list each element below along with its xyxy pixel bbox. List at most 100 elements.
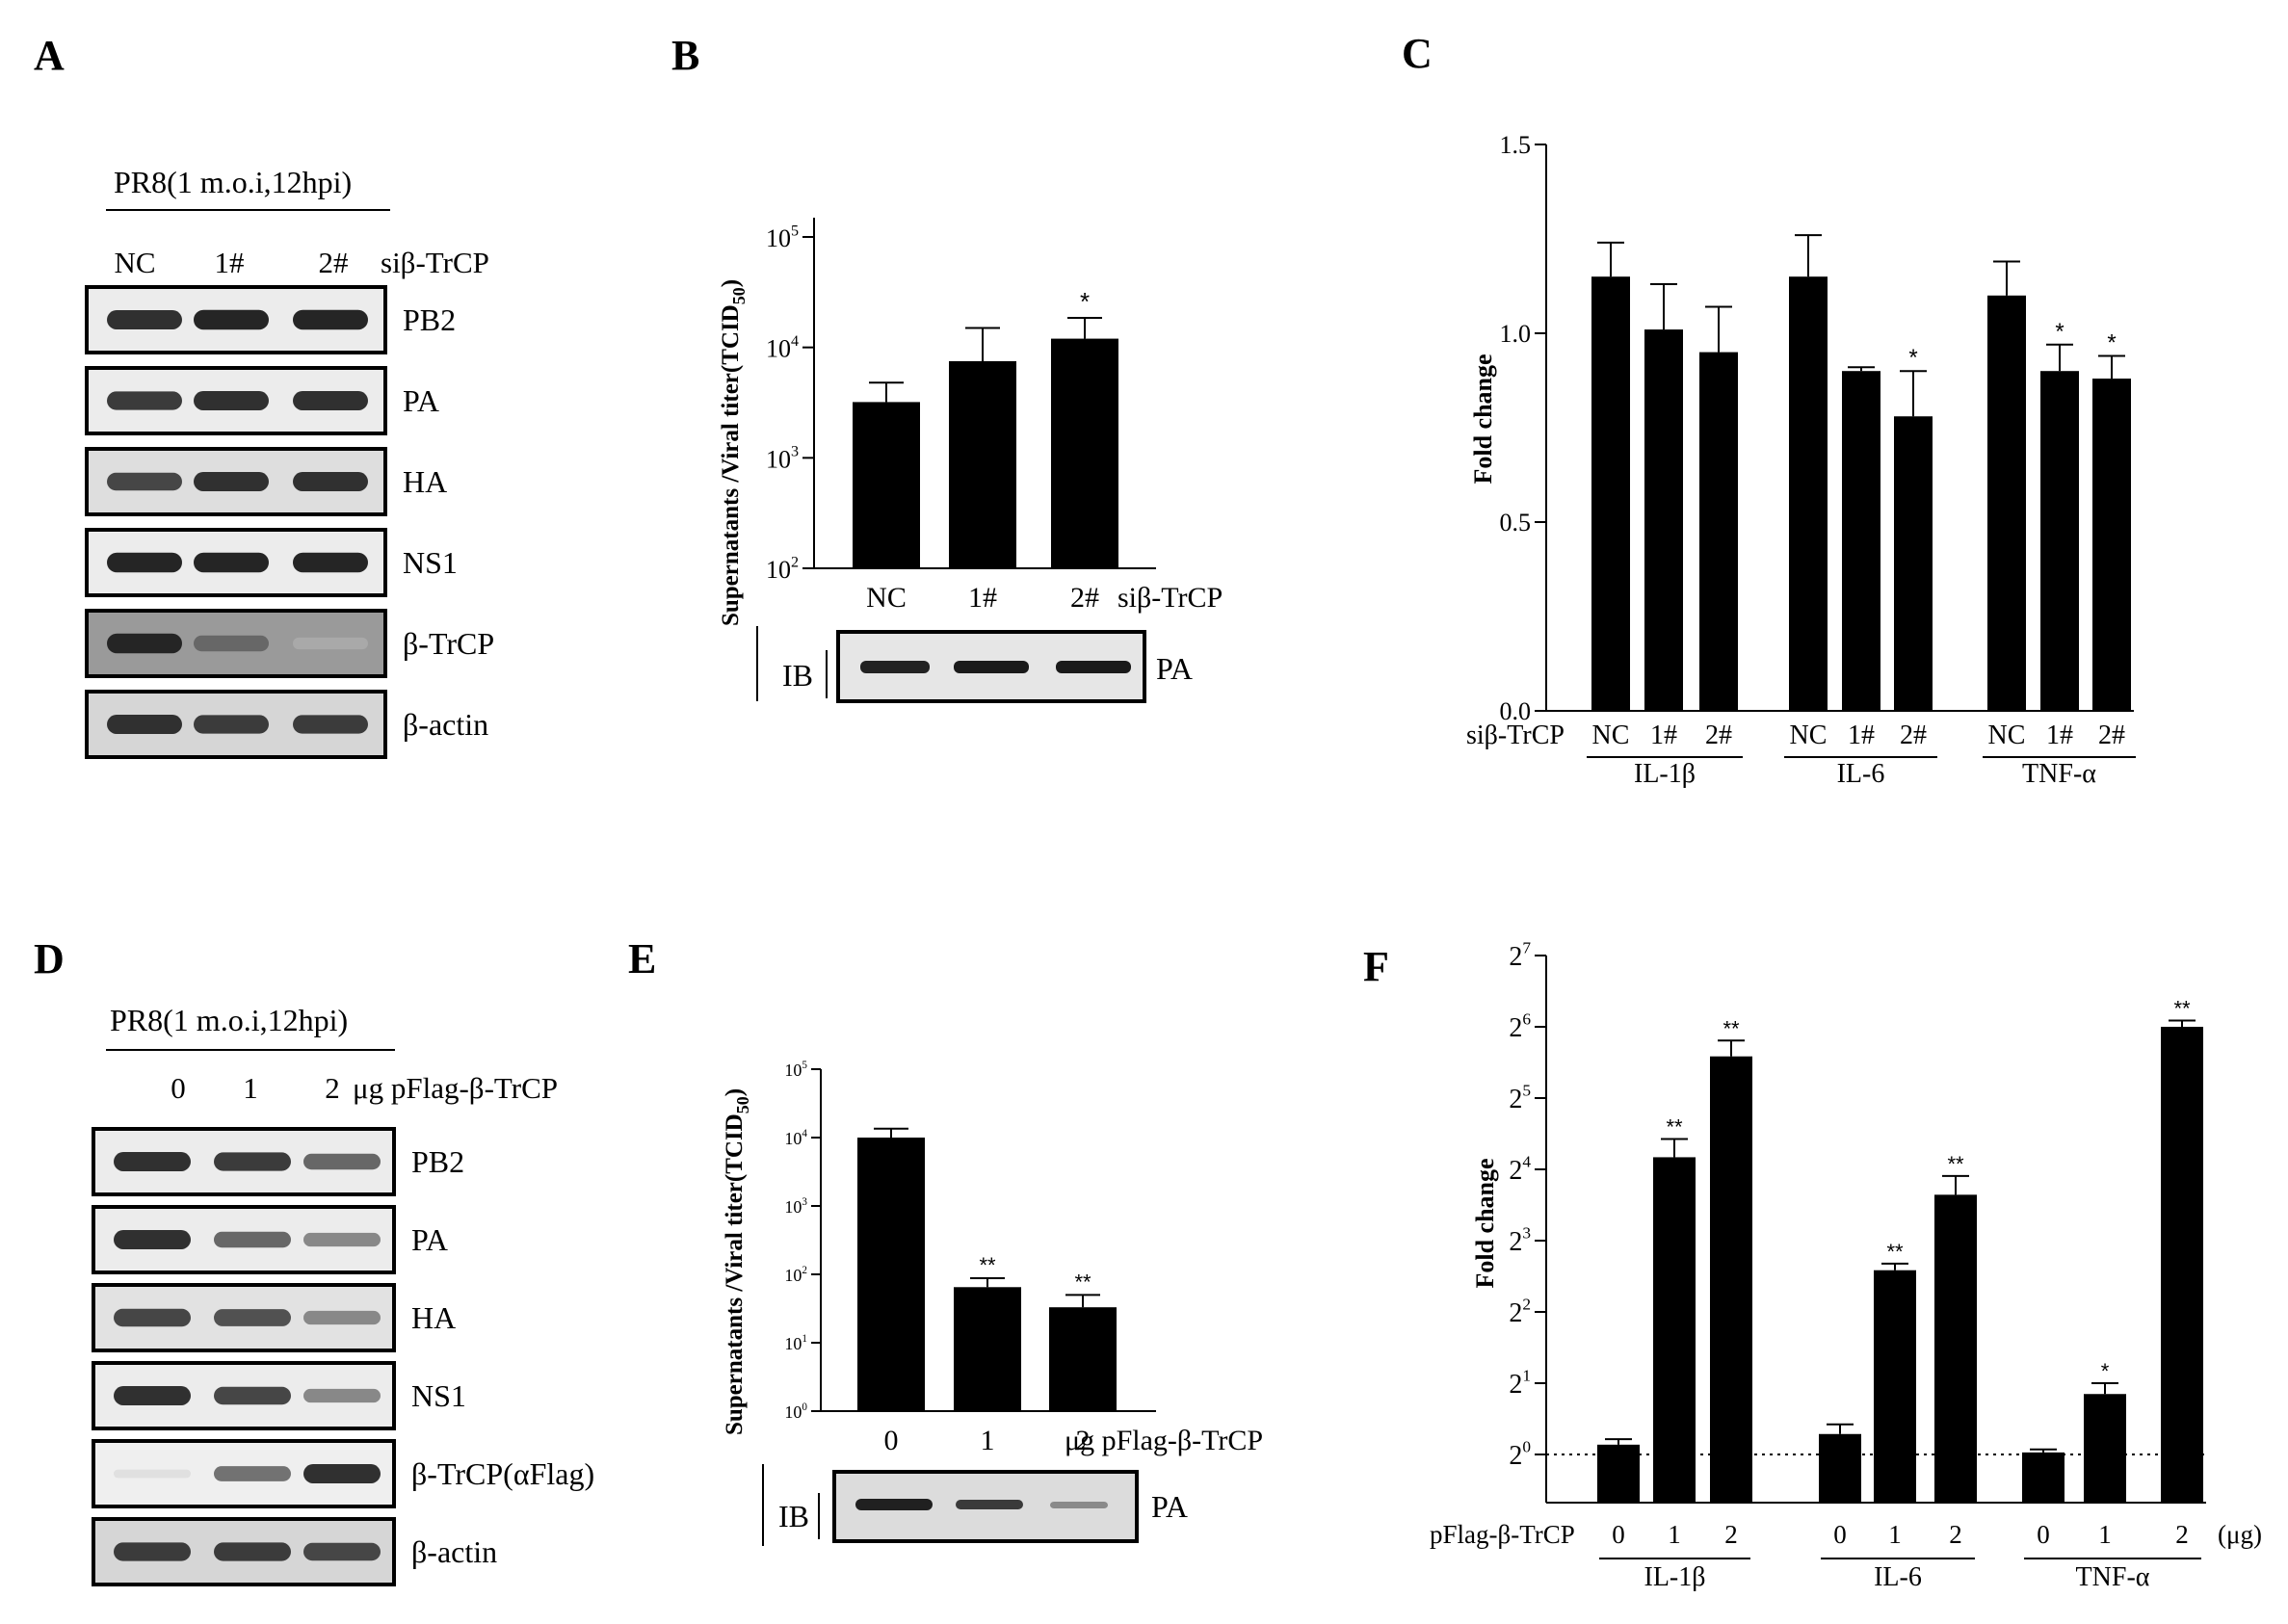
b-bar-0 bbox=[853, 402, 920, 568]
panel-b-ylabel: Supernatants /Viral titer(TCID50) bbox=[718, 279, 749, 626]
blot-band-0-2 bbox=[303, 1153, 381, 1170]
panel-d-lane-1: 1 bbox=[243, 1071, 258, 1105]
blot-band-4-1 bbox=[194, 635, 269, 652]
b-ytick-label-0: 102 bbox=[766, 554, 799, 584]
c-bar-0-2 bbox=[1699, 352, 1738, 711]
panel-letter-e: E bbox=[628, 935, 656, 982]
f-xtick-0-0: 0 bbox=[1612, 1520, 1625, 1549]
f-ytick-label-5: 25 bbox=[1509, 1081, 1531, 1114]
c-bar-1-2 bbox=[1894, 416, 1933, 711]
e-xtick-2: 2 bbox=[1076, 1425, 1091, 1456]
e-bar-1 bbox=[954, 1287, 1021, 1411]
blot-band-0-0 bbox=[107, 310, 182, 329]
c-bar-0-1 bbox=[1644, 329, 1683, 711]
f-star-1-1: ** bbox=[1886, 1240, 1904, 1264]
panel-a-lane-1: 1# bbox=[215, 246, 245, 279]
blot-band-3-2 bbox=[293, 552, 368, 573]
panel-b-ib-blot-label: PA bbox=[1156, 651, 1193, 686]
c-xtick-1-1: 1# bbox=[1848, 720, 1875, 750]
c-ytick-label-3: 1.5 bbox=[1500, 131, 1532, 159]
panel-d-lane-suffix: μg pFlag-β-TrCP bbox=[353, 1071, 558, 1105]
e-xtick-0: 0 bbox=[884, 1425, 899, 1456]
blot-band-0-2 bbox=[293, 309, 368, 330]
blot-band-1-2 bbox=[293, 391, 368, 410]
panel-b-ib-band-0 bbox=[860, 661, 930, 673]
panel-e-ib-blot-label: PA bbox=[1151, 1489, 1188, 1524]
e-ytick-label-2: 102 bbox=[784, 1265, 807, 1285]
panel-e-ib-band-2 bbox=[1050, 1502, 1108, 1508]
blot-band-4-1 bbox=[214, 1466, 291, 1481]
panel-a-condition: PR8(1 m.o.i,12hpi) bbox=[114, 165, 352, 199]
c-xtick-2-1: 1# bbox=[2046, 720, 2073, 750]
f-star-2-1: * bbox=[2101, 1359, 2110, 1383]
blot-band-4-0 bbox=[107, 633, 182, 654]
panel-letter-f: F bbox=[1363, 943, 1389, 990]
b-xtick-1: 1# bbox=[968, 582, 997, 614]
blot-label-3: NS1 bbox=[403, 545, 458, 580]
c-xtick-2-0: NC bbox=[1988, 720, 2026, 750]
blot-band-1-2 bbox=[303, 1232, 381, 1247]
blot-band-5-2 bbox=[303, 1542, 381, 1561]
b-xtick-0: NC bbox=[866, 582, 907, 614]
blot-label-1: PA bbox=[403, 383, 439, 418]
f-xtick-2-0: 0 bbox=[2037, 1520, 2050, 1549]
b-bar-2 bbox=[1051, 338, 1118, 568]
blot-band-5-2 bbox=[293, 715, 368, 734]
blot-label-0: PB2 bbox=[403, 302, 456, 337]
blot-label-2: HA bbox=[411, 1300, 456, 1335]
f-bar-2-0 bbox=[2022, 1452, 2064, 1503]
e-bar-0 bbox=[857, 1138, 925, 1411]
blot-band-0-1 bbox=[194, 309, 269, 330]
f-bar-0-2 bbox=[1710, 1056, 1752, 1503]
panel-e-ib-label: IB bbox=[778, 1499, 809, 1533]
f-bar-2-2 bbox=[2161, 1027, 2203, 1503]
f-ytick-label-1: 21 bbox=[1509, 1366, 1531, 1400]
c-bar-0-0 bbox=[1591, 276, 1630, 711]
b-ytick-label-3: 105 bbox=[766, 223, 799, 252]
panel-b-ib-label: IB bbox=[782, 658, 813, 693]
blot-band-3-1 bbox=[214, 1386, 291, 1405]
blot-band-5-1 bbox=[194, 715, 269, 734]
panel-b-chart: Supernatants /Viral titer(TCID50) 102 103… bbox=[718, 218, 1223, 703]
blot-band-2-0 bbox=[107, 472, 182, 491]
c-xtick-1-2: 2# bbox=[1900, 720, 1927, 750]
c-bar-1-0 bbox=[1789, 276, 1828, 711]
f-bar-1-0 bbox=[1819, 1433, 1861, 1503]
f-group-label-1: IL-6 bbox=[1874, 1562, 1922, 1592]
panel-letter-b: B bbox=[671, 32, 699, 79]
c-ytick-label-2: 1.0 bbox=[1500, 320, 1532, 348]
panel-f-ylabel: Fold change bbox=[1471, 1158, 1499, 1288]
panel-d-lane-0: 0 bbox=[171, 1071, 186, 1105]
f-star-1-2: ** bbox=[1947, 1152, 1964, 1176]
e-ytick-label-4: 104 bbox=[784, 1128, 807, 1148]
blot-band-1-1 bbox=[194, 391, 269, 410]
blot-band-5-1 bbox=[214, 1542, 291, 1561]
c-xtick-1-0: NC bbox=[1790, 720, 1828, 750]
c-xtick-0-1: 1# bbox=[1650, 720, 1677, 750]
blot-band-4-2 bbox=[303, 1464, 381, 1483]
f-xtick-1-1: 1 bbox=[1888, 1520, 1902, 1549]
f-ytick-label-7: 27 bbox=[1509, 938, 1531, 972]
c-xtick-2-2: 2# bbox=[2098, 720, 2125, 750]
blot-band-2-0 bbox=[114, 1308, 191, 1327]
e-star-2: ** bbox=[1074, 1270, 1091, 1294]
c-ytick-label-1: 0.5 bbox=[1500, 509, 1532, 537]
blot-band-2-2 bbox=[303, 1310, 381, 1325]
blot-label-4: β-TrCP(αFlag) bbox=[411, 1456, 594, 1491]
blot-band-1-1 bbox=[214, 1231, 291, 1248]
f-bar-0-0 bbox=[1597, 1444, 1640, 1503]
blot-band-5-0 bbox=[107, 715, 182, 734]
blot-band-1-0 bbox=[107, 391, 182, 410]
blot-band-3-0 bbox=[107, 552, 182, 573]
f-xtick-0-1: 1 bbox=[1668, 1520, 1681, 1549]
panel-e-ylabel: Supernatants /Viral titer(TCID50) bbox=[722, 1088, 752, 1435]
panel-a-lane-suffix: siβ-TrCP bbox=[381, 246, 489, 279]
f-xtick-2-2: 2 bbox=[2175, 1520, 2189, 1549]
blot-band-4-0 bbox=[114, 1469, 191, 1479]
f-xtick-2-1: 1 bbox=[2098, 1520, 2112, 1549]
f-ytick-label-4: 24 bbox=[1509, 1152, 1531, 1186]
panel-a-blot: PR8(1 m.o.i,12hpi) NC 1# 2# siβ-TrCP PB2… bbox=[85, 165, 494, 759]
panel-d-blot: PR8(1 m.o.i,12hpi) 0 1 2 μg pFlag-β-TrCP… bbox=[92, 1003, 594, 1586]
